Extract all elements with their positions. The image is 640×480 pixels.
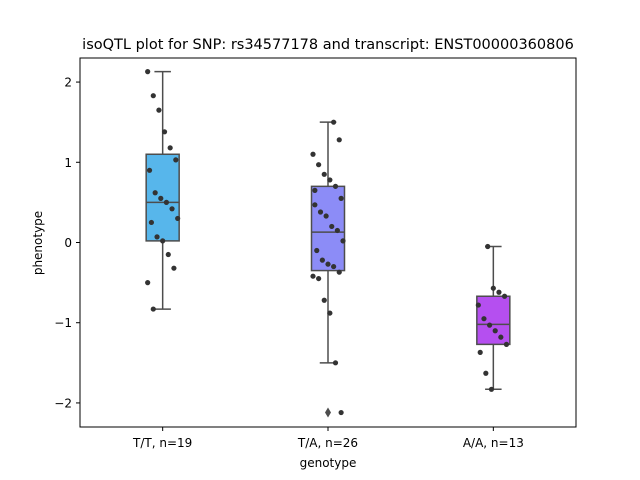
y-tick-label: −1	[54, 316, 72, 330]
y-tick-label: 1	[64, 156, 72, 170]
data-point	[332, 183, 339, 189]
data-point	[321, 297, 327, 303]
data-point	[154, 234, 160, 240]
data-point	[312, 187, 318, 193]
data-point	[323, 213, 329, 219]
data-point	[338, 195, 344, 201]
x-tick-label: A/A, n=13	[463, 436, 524, 450]
data-point	[490, 285, 496, 291]
data-point	[498, 334, 504, 340]
data-point	[329, 223, 335, 230]
data-point	[319, 257, 325, 263]
data-point	[325, 261, 331, 267]
y-axis: 2 1 0 −1 −2	[54, 76, 80, 410]
outlier-marker	[325, 407, 331, 418]
data-point	[173, 157, 179, 163]
data-point	[150, 93, 156, 99]
data-point	[150, 306, 156, 312]
y-tick-label: −2	[54, 396, 72, 410]
x-tick-label: T/T, n=19	[132, 436, 192, 450]
data-point	[503, 341, 510, 347]
data-point	[310, 151, 316, 157]
y-tick-label: 2	[64, 76, 72, 90]
data-point	[156, 107, 162, 113]
data-point	[310, 273, 316, 279]
data-point	[145, 69, 151, 75]
data-point	[340, 238, 346, 244]
data-point	[327, 177, 333, 183]
y-axis-label: phenotype	[31, 211, 45, 275]
box-group	[145, 69, 181, 312]
data-point	[336, 269, 342, 275]
y-tick-label: 0	[64, 236, 72, 250]
data-point	[475, 302, 481, 308]
data-point	[146, 167, 153, 173]
data-point	[152, 190, 158, 196]
data-point	[485, 243, 491, 250]
box-group	[310, 119, 346, 418]
data-point	[165, 251, 171, 258]
data-point	[336, 137, 342, 143]
data-point	[496, 289, 502, 295]
data-point	[148, 219, 155, 226]
x-axis: T/T, n=19 T/A, n=26 A/A, n=13	[132, 427, 524, 450]
data-point	[160, 238, 166, 244]
data-point	[167, 145, 173, 151]
data-point	[488, 386, 495, 392]
data-point	[145, 280, 151, 286]
x-axis-label: genotype	[300, 456, 357, 470]
data-point	[175, 215, 181, 222]
data-point	[163, 199, 170, 205]
data-point	[171, 265, 177, 271]
data-point	[314, 247, 320, 254]
data-point	[331, 119, 337, 125]
chart-title: isoQTL plot for SNP: rs34577178 and tran…	[82, 37, 574, 53]
data-point	[481, 316, 487, 322]
data-point	[327, 310, 333, 316]
data-point	[316, 162, 322, 168]
data-point	[334, 227, 340, 234]
data-point	[477, 349, 483, 355]
data-point	[158, 195, 164, 201]
data-point	[332, 360, 339, 366]
data-point	[169, 206, 175, 212]
data-point	[492, 328, 498, 334]
data-point	[317, 209, 324, 215]
data-point	[483, 370, 489, 376]
box-groups	[145, 69, 511, 418]
data-point	[161, 129, 168, 135]
data-point	[501, 293, 508, 299]
box	[476, 295, 511, 346]
data-point	[316, 275, 322, 282]
x-tick-label: T/A, n=26	[297, 436, 358, 450]
box-group	[475, 243, 511, 392]
data-point	[486, 322, 493, 328]
data-point	[338, 409, 344, 416]
data-point	[331, 263, 337, 270]
data-point	[321, 171, 327, 177]
data-point	[312, 202, 318, 208]
